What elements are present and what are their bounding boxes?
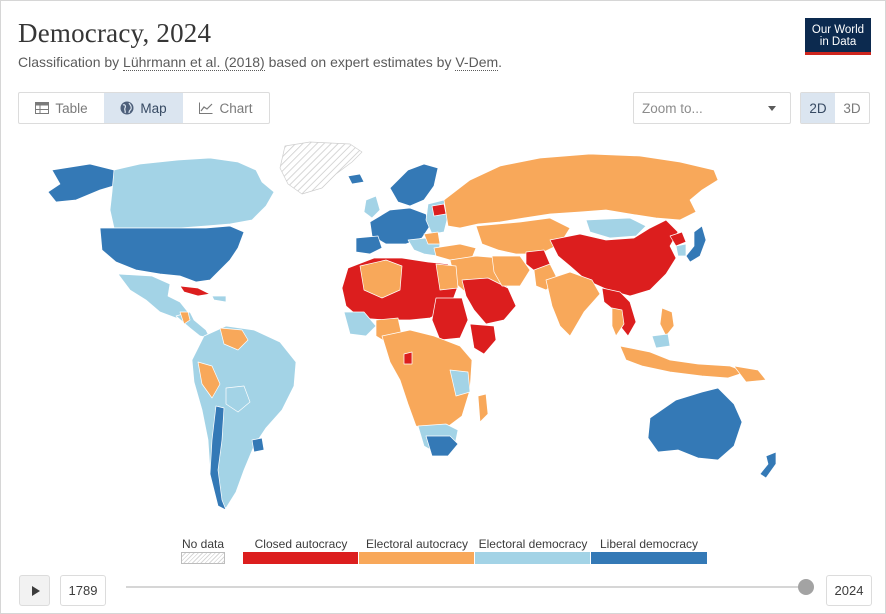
region-australia[interactable] — [647, 387, 743, 461]
region-uruguay[interactable] — [251, 437, 265, 453]
legend-label-liberal-democracy: Liberal democracy — [599, 537, 699, 551]
region-cameroon-gabon[interactable] — [403, 351, 413, 365]
legend-swatch-closed-autocracy[interactable] — [243, 552, 359, 564]
legend-label-electoral-democracy: Electoral democracy — [478, 537, 588, 551]
source-link-luhrmann[interactable]: Lührmann et al. (2018) — [123, 54, 265, 71]
region-india[interactable] — [545, 271, 601, 337]
region-thailand[interactable] — [611, 307, 625, 337]
region-south-america[interactable] — [191, 325, 297, 509]
region-venezuela[interactable] — [219, 327, 249, 351]
region-belarus[interactable] — [431, 203, 447, 217]
region-uk-ireland[interactable] — [363, 195, 381, 219]
region-south-africa[interactable] — [425, 435, 459, 457]
region-morocco-algeria[interactable] — [359, 259, 403, 299]
end-year-box[interactable]: 2024 — [826, 575, 872, 606]
region-horn-africa[interactable] — [469, 323, 497, 355]
logo-line-1: Our World — [811, 24, 865, 36]
line-chart-icon — [199, 102, 213, 114]
chevron-down-icon — [768, 106, 776, 111]
world-map[interactable] — [30, 140, 820, 525]
play-button[interactable] — [19, 575, 50, 606]
region-central-asia[interactable] — [475, 217, 571, 255]
region-sudan[interactable] — [431, 297, 469, 341]
tab-table-label: Table — [55, 100, 88, 116]
start-year-box[interactable]: 1789 — [60, 575, 106, 606]
subtitle-prefix: Classification by — [18, 54, 124, 70]
region-peru[interactable] — [197, 361, 221, 399]
play-icon — [31, 585, 40, 596]
region-mongolia[interactable] — [585, 217, 647, 239]
tab-chart-label: Chart — [219, 100, 253, 116]
region-bolivia[interactable] — [225, 385, 251, 413]
region-west-africa[interactable] — [343, 311, 377, 337]
tab-map-label: Map — [140, 100, 167, 116]
subtitle-middle: based on expert estimates by — [264, 54, 456, 70]
region-new-zealand[interactable] — [759, 451, 777, 479]
view-tabs: Table Map Chart — [18, 92, 270, 124]
subtitle: Classification by Lührmann et al. (2018)… — [18, 54, 503, 71]
region-russia[interactable] — [443, 153, 719, 229]
region-nicaragua[interactable] — [179, 311, 191, 325]
legend-swatch-electoral-autocracy[interactable] — [359, 552, 475, 564]
globe-icon — [120, 101, 134, 115]
region-malaysia[interactable] — [651, 333, 671, 349]
logo-line-2: in Data — [819, 36, 857, 48]
legend-no-data-swatch[interactable] — [181, 552, 225, 564]
region-greenland[interactable] — [279, 141, 363, 195]
region-egypt[interactable] — [435, 263, 459, 291]
region-east-africa[interactable] — [449, 369, 471, 397]
legend-label-electoral-autocracy: Electoral autocracy — [365, 537, 469, 551]
tab-table[interactable]: Table — [19, 93, 104, 123]
zoom-select[interactable]: Zoom to... — [633, 92, 791, 124]
region-chile[interactable] — [209, 405, 227, 511]
subtitle-suffix: . — [498, 54, 503, 70]
region-iberia[interactable] — [355, 235, 383, 255]
region-mexico[interactable] — [117, 273, 189, 319]
region-cuba[interactable] — [179, 285, 211, 297]
region-alaska[interactable] — [47, 163, 121, 203]
table-icon — [35, 102, 50, 114]
toggle-2d[interactable]: 2D — [801, 93, 835, 123]
legend-label-closed-autocracy: Closed autocracy — [254, 537, 348, 551]
region-indonesia[interactable] — [619, 345, 747, 379]
region-arabia[interactable] — [461, 277, 517, 325]
region-scandinavia[interactable] — [389, 163, 439, 207]
region-hungary-serbia[interactable] — [423, 231, 441, 245]
tab-chart[interactable]: Chart — [183, 93, 269, 123]
legend-swatch-liberal-democracy[interactable] — [591, 552, 708, 564]
toggle-3d[interactable]: 3D — [843, 100, 861, 116]
legend-no-data-label: No data — [181, 537, 225, 551]
region-canada[interactable] — [109, 157, 275, 229]
region-madagascar[interactable] — [477, 393, 489, 423]
region-south-korea[interactable] — [675, 243, 687, 257]
region-caribbean[interactable] — [211, 295, 227, 303]
zoom-placeholder: Zoom to... — [642, 100, 703, 116]
timeline-track[interactable] — [126, 586, 806, 588]
region-china[interactable] — [549, 219, 679, 297]
region-usa[interactable] — [99, 225, 245, 283]
owid-logo[interactable]: Our World in Data — [805, 18, 871, 55]
region-north-korea[interactable] — [669, 231, 687, 247]
legend-swatch-electoral-democracy[interactable] — [475, 552, 591, 564]
region-japan[interactable] — [685, 225, 707, 263]
timeline-handle[interactable] — [798, 579, 814, 595]
region-iran[interactable] — [491, 255, 531, 287]
dimension-toggle: 2D 3D — [800, 92, 870, 124]
tab-map[interactable]: Map — [104, 93, 183, 123]
source-link-vdem[interactable]: V-Dem — [455, 54, 499, 71]
region-iceland[interactable] — [347, 173, 365, 185]
page-title: Democracy, 2024 — [18, 18, 212, 48]
region-philippines[interactable] — [659, 307, 675, 337]
region-png[interactable] — [733, 365, 767, 383]
